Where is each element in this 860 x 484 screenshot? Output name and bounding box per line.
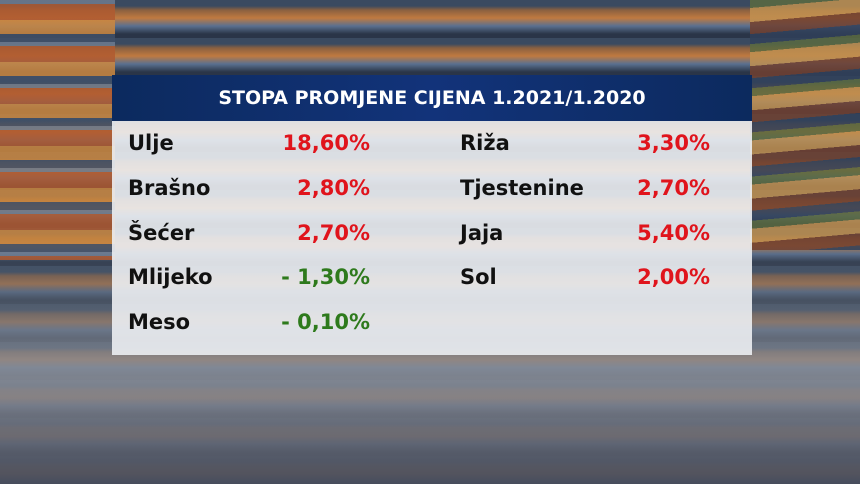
item-label: Sol — [460, 265, 497, 289]
item-label: Tjestenine — [460, 176, 584, 200]
table-panel: Ulje 18,60% Riža 3,30% Brašno 2,80% Tjes… — [112, 121, 752, 355]
item-value: 2,80% — [297, 176, 370, 200]
item-label: Šećer — [128, 221, 195, 245]
item-label: Brašno — [128, 176, 211, 200]
item-label: Mlijeko — [128, 265, 213, 289]
item-label: Jaja — [460, 221, 504, 245]
item-label: Ulje — [128, 131, 174, 155]
item-value: 2,70% — [297, 221, 370, 245]
item-label: Riža — [460, 131, 510, 155]
background-shelf — [0, 0, 115, 260]
item-label: Meso — [128, 310, 191, 334]
title: STOPA PROMJENE CIJENA 1.2021/1.2020 — [112, 75, 752, 121]
item-value: 5,40% — [637, 221, 710, 245]
item-value: 3,30% — [637, 131, 710, 155]
background-shelf — [750, 0, 860, 250]
item-value: - 1,30% — [281, 265, 370, 289]
item-value: 2,00% — [637, 265, 710, 289]
item-value: 18,60% — [282, 131, 370, 155]
item-value: - 0,10% — [281, 310, 370, 334]
item-value: 2,70% — [637, 176, 710, 200]
